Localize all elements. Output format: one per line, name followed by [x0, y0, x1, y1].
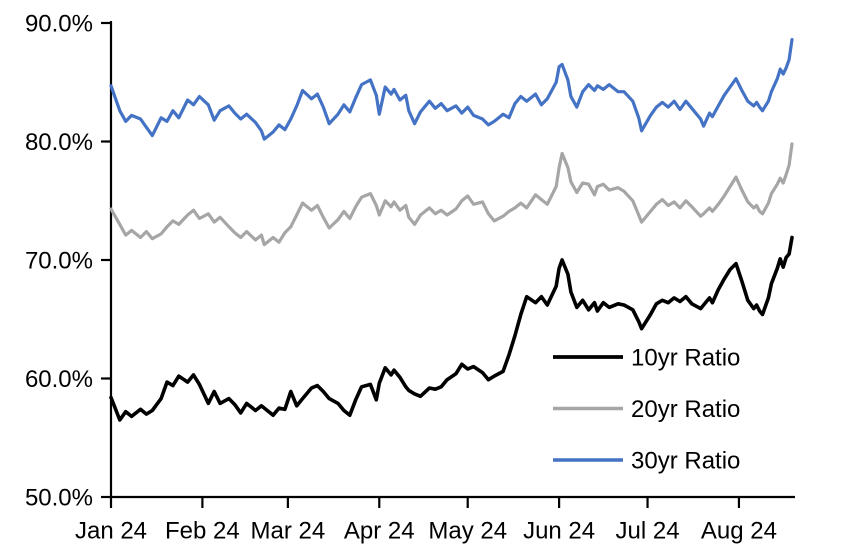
legend-label: 30yr Ratio: [631, 447, 740, 474]
y-axis-ticks: 90.0% 80.0% 70.0% 60.0% 50.0%: [25, 10, 111, 511]
legend-label: 20yr Ratio: [631, 396, 740, 423]
series-lines: [109, 37, 794, 422]
legend-label: 10yr Ratio: [631, 344, 740, 371]
legend-item-30yr-ratio: 30yr Ratio: [553, 447, 740, 474]
series-line-20yr-ratio: [109, 142, 794, 247]
legend-item-20yr-ratio: 20yr Ratio: [553, 396, 740, 423]
y-tick-label: 60.0%: [25, 366, 93, 393]
x-tick-label: Feb 24: [165, 517, 240, 544]
y-tick-label: 80.0%: [25, 129, 93, 156]
x-tick-label: Jun 24: [523, 517, 595, 544]
legend-item-10yr-ratio: 10yr Ratio: [553, 344, 740, 371]
x-axis-ticks: Jan 24 Feb 24 Mar 24 Apr 24 May 24 Jun 24 Jul …: [75, 497, 777, 544]
y-tick-label: 50.0%: [25, 484, 93, 511]
x-tick-label: May 24: [428, 517, 507, 544]
y-tick-label: 90.0%: [25, 10, 93, 37]
x-tick-label: Aug 24: [701, 517, 777, 544]
x-tick-label: Jul 24: [616, 517, 680, 544]
series-line-10yr-ratio: [109, 235, 794, 422]
y-tick-label: 70.0%: [25, 247, 93, 274]
x-tick-label: Mar 24: [251, 517, 326, 544]
legend: 10yr Ratio 20yr Ratio 30yr Ratio: [553, 344, 740, 474]
series-line-30yr-ratio: [109, 37, 794, 141]
x-tick-label: Jan 24: [75, 517, 147, 544]
x-tick-label: Apr 24: [344, 517, 415, 544]
